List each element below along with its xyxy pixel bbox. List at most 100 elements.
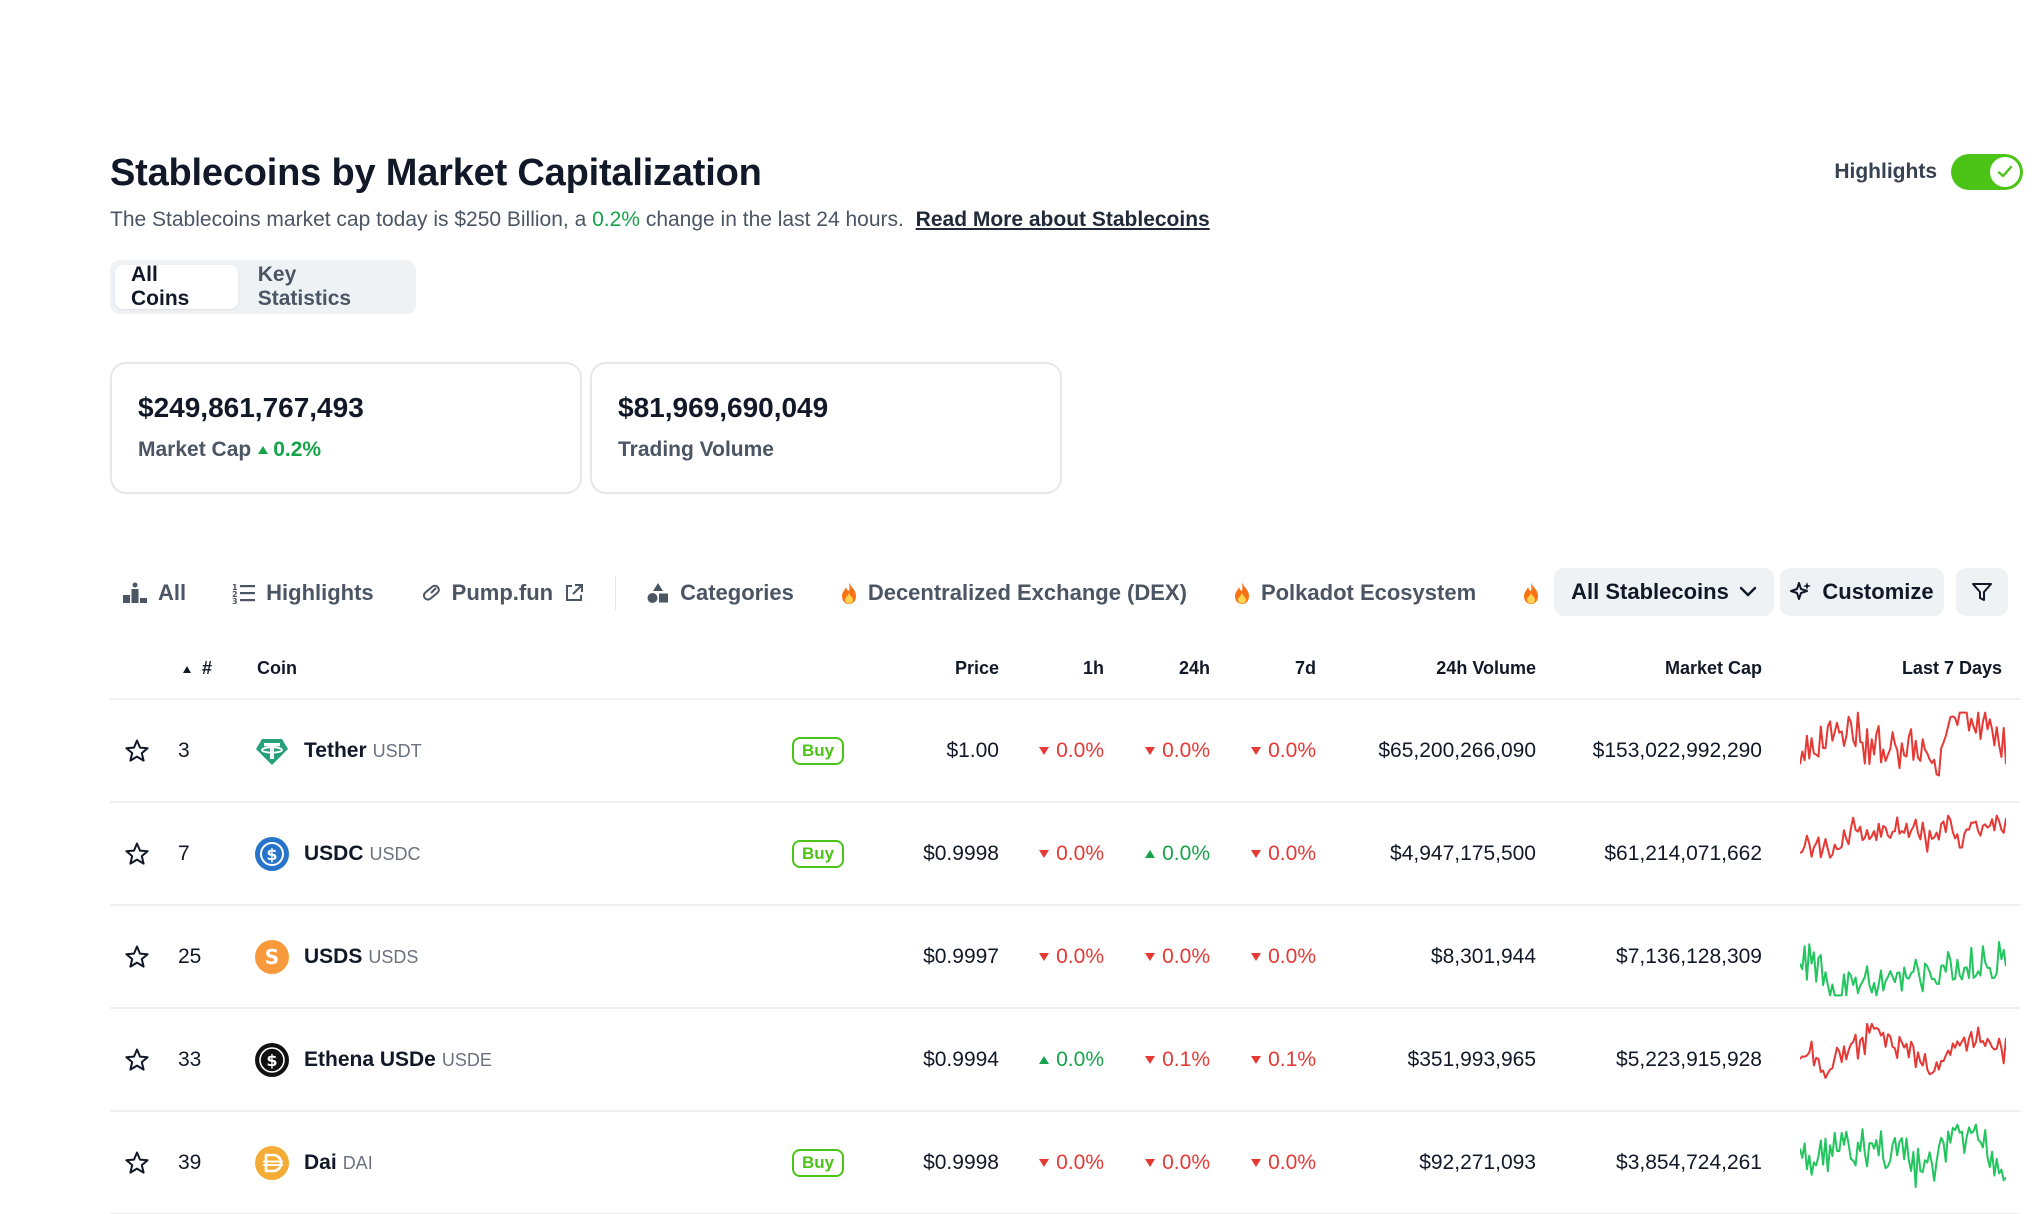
list-icon: 123	[232, 583, 256, 604]
tab-all-coins[interactable]: All Coins	[115, 263, 238, 310]
change-1h-value: 0.0%	[1056, 944, 1104, 968]
rank-header-label: #	[202, 658, 213, 678]
table-row[interactable]: 39 Dai DAI Buy $0.9998 0.0% 0.0% 0.0% $92…	[110, 1112, 2020, 1214]
price-header[interactable]: Price	[954, 658, 999, 678]
highlights-switch[interactable]	[1951, 154, 2023, 190]
change-1h: 0.0%	[1038, 1048, 1104, 1072]
filter-more-trending[interactable]	[1522, 581, 1540, 605]
star-icon[interactable]	[124, 1047, 150, 1073]
coin-price: $0.9998	[923, 841, 999, 865]
svg-text:$: $	[266, 1051, 277, 1070]
filter-all[interactable]: All	[122, 580, 186, 606]
change-7d: 0.0%	[1250, 739, 1316, 763]
coin-24h-volume: $351,993,965	[1407, 1047, 1536, 1071]
market-cap-label-row: Market Cap 0.2%	[138, 438, 554, 462]
caret-down-icon	[1251, 849, 1262, 858]
change-1h: 0.0%	[1038, 945, 1104, 969]
filter-categories[interactable]: Categories	[646, 580, 794, 606]
market-cap-header[interactable]: Market Cap	[1664, 658, 1762, 678]
sparkline-7d	[1800, 711, 2006, 791]
market-cap-label: Market Cap	[138, 438, 252, 461]
coin-link[interactable]: $ USDC USDC	[254, 836, 421, 872]
coin-link[interactable]: S USDS USDS	[254, 939, 418, 975]
change-1h-value: 0.0%	[1056, 841, 1104, 865]
change-7d: 0.0%	[1250, 1151, 1316, 1175]
trading-volume-card: $81,969,690,049 Trading Volume	[590, 362, 1062, 494]
star-icon[interactable]	[124, 841, 150, 867]
table-row[interactable]: 7 $ USDC USDC Buy $0.9998 0.0% 0.0% 0.0% …	[110, 803, 2020, 906]
star-icon[interactable]	[124, 944, 150, 970]
coin-name-block: Tether USDT	[304, 739, 422, 763]
change-7d-value: 0.0%	[1268, 841, 1316, 865]
read-more-link[interactable]: Read More about Stablecoins	[915, 208, 1210, 231]
coin-rank: 25	[178, 944, 202, 968]
coin-rank: 39	[178, 1150, 202, 1174]
coin-link[interactable]: $ Ethena USDe USDE	[254, 1042, 492, 1078]
1h-header[interactable]: 1h	[1082, 658, 1104, 678]
tab-key-statistics[interactable]: Key Statistics	[257, 263, 352, 310]
change-7d-value: 0.1%	[1268, 1047, 1316, 1071]
caret-down-icon	[1251, 952, 1262, 961]
usdc-icon: $	[254, 836, 290, 872]
table-header: # Coin Price 1h 24h 7d 24h Volume Market…	[110, 650, 2020, 700]
shapes-icon	[647, 583, 669, 603]
all-stablecoins-dropdown[interactable]: All Stablecoins	[1554, 568, 1774, 616]
coin-price: $0.9997	[923, 944, 999, 968]
filter-icon	[1972, 583, 1992, 601]
usds-icon: S	[254, 939, 290, 975]
highlights-toggle[interactable]: Highlights	[1834, 154, 2023, 190]
change-24h-value: 0.0%	[1162, 841, 1210, 865]
change-24h: 0.0%	[1144, 842, 1210, 866]
podium-icon	[123, 582, 147, 603]
star-icon[interactable]	[124, 1150, 150, 1176]
coin-name: Tether	[304, 738, 367, 762]
coin-rank: 7	[178, 841, 190, 865]
change-24h: 0.1%	[1144, 1048, 1210, 1072]
caret-down-icon	[1145, 1055, 1156, 1064]
fire-icon	[1524, 582, 1539, 604]
filter-categories-label: Categories	[680, 580, 794, 605]
coin-price: $1.00	[946, 738, 999, 762]
caret-down-icon	[1251, 1158, 1262, 1167]
customize-button[interactable]: Customize	[1780, 568, 1944, 616]
sparkline-7d	[1800, 1020, 2006, 1100]
filter-highlights-label: Highlights	[266, 580, 374, 605]
dai-icon	[254, 1145, 290, 1181]
24h-header[interactable]: 24h	[1178, 658, 1210, 678]
filter-dex[interactable]: Decentralized Exchange (DEX)	[840, 580, 1187, 606]
subtitle-suffix: change in the last 24 hours.	[639, 208, 904, 231]
caret-down-icon	[1145, 952, 1156, 961]
buy-button[interactable]: Buy	[792, 839, 845, 868]
market-cap-change-value: 0.2%	[273, 438, 322, 461]
filter-pump-fun[interactable]: Pump.fun	[420, 580, 585, 606]
24h-volume-header[interactable]: 24h Volume	[1436, 658, 1536, 678]
buy-button[interactable]: Buy	[792, 1148, 845, 1177]
buy-button[interactable]: Buy	[792, 736, 845, 765]
caret-down-icon	[1039, 1158, 1050, 1167]
change-7d: 0.0%	[1250, 842, 1316, 866]
change-1h-value: 0.0%	[1056, 738, 1104, 762]
coin-rank: 33	[178, 1047, 202, 1071]
coin-header[interactable]: Coin	[257, 658, 297, 678]
coin-24h-volume: $4,947,175,500	[1390, 841, 1536, 865]
rank-header[interactable]: #	[182, 658, 212, 679]
pill-icon	[422, 584, 440, 601]
table-row[interactable]: 25 S USDS USDS $0.9997 0.0% 0.0% 0.0% $8,…	[110, 906, 2020, 1009]
table-row[interactable]: 3 Tether USDT Buy $1.00 0.0% 0.0% 0.0% $6…	[110, 700, 2020, 803]
star-icon[interactable]	[124, 738, 150, 764]
filter-polkadot[interactable]: Polkadot Ecosystem	[1233, 580, 1476, 606]
table-row[interactable]: 33 $ Ethena USDe USDE $0.9994 0.0% 0.1% 0…	[110, 1009, 2020, 1112]
change-7d-value: 0.0%	[1268, 1150, 1316, 1174]
coin-link[interactable]: Dai DAI	[254, 1145, 373, 1181]
change-24h-value: 0.0%	[1162, 944, 1210, 968]
sparkle-icon	[1790, 582, 1812, 600]
filter-button[interactable]	[1956, 568, 2008, 616]
coin-link[interactable]: Tether USDT	[254, 733, 422, 769]
sort-up-icon	[183, 666, 191, 673]
7d-header[interactable]: 7d	[1294, 658, 1316, 678]
filter-dex-label: Decentralized Exchange (DEX)	[867, 580, 1187, 605]
coin-price: $0.9998	[923, 1150, 999, 1174]
svg-text:1: 1	[232, 583, 238, 592]
